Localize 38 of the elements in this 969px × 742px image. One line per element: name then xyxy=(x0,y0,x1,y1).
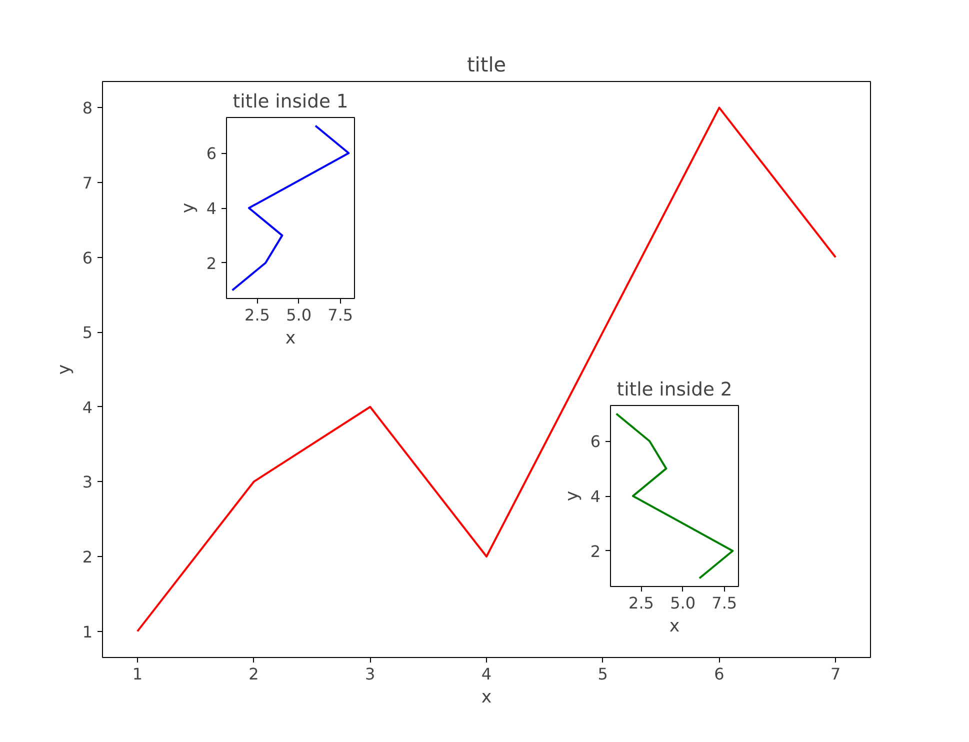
x-tick-label: 2.5 xyxy=(244,306,270,324)
y-tick-label: 6 xyxy=(82,248,93,268)
chart-title: title inside 2 xyxy=(616,380,732,400)
y-tick-label: 2 xyxy=(590,542,601,561)
x-tick-label: 7.5 xyxy=(712,594,738,612)
y-tick-label: 1 xyxy=(82,622,93,642)
x-tick-label: 4 xyxy=(481,664,492,684)
x-tick-label: 6 xyxy=(714,664,724,684)
x-tick-label: 2.5 xyxy=(628,594,654,612)
y-tick-label: 5 xyxy=(82,323,93,342)
x-tick-label: 2 xyxy=(248,664,259,684)
line-series xyxy=(231,124,350,292)
x-axis-title: x xyxy=(481,688,492,708)
y-tick-label: 4 xyxy=(206,199,217,218)
x-axis-title: x xyxy=(285,328,296,348)
y-tick-label: 8 xyxy=(82,98,93,118)
chart-title: title xyxy=(466,52,506,76)
x-axis-title: x xyxy=(669,616,680,636)
x-tick-label: 5.0 xyxy=(286,306,312,324)
y-tick-label: 7 xyxy=(82,173,93,192)
y-tick-label: 4 xyxy=(590,487,601,506)
y-tick-label: 3 xyxy=(82,472,93,492)
y-axis-title: y xyxy=(178,202,198,214)
y-tick-label: 2 xyxy=(82,548,93,567)
y-tick-label: 4 xyxy=(82,398,93,417)
x-tick-label: 7 xyxy=(830,664,841,684)
x-tick-label: 1 xyxy=(132,664,143,684)
y-tick-label: 6 xyxy=(590,432,601,452)
y-tick-label: 6 xyxy=(206,144,217,164)
y-axis-title: y xyxy=(54,364,74,375)
y-axis-title: y xyxy=(562,490,582,502)
x-tick-label: 3 xyxy=(365,664,376,684)
x-tick-label: 5.0 xyxy=(670,594,696,612)
y-tick-label: 2 xyxy=(206,254,217,273)
line-series xyxy=(615,412,734,580)
x-tick-label: 7.5 xyxy=(328,306,354,324)
chart-title: title inside 1 xyxy=(232,92,348,112)
line-series xyxy=(136,106,837,632)
